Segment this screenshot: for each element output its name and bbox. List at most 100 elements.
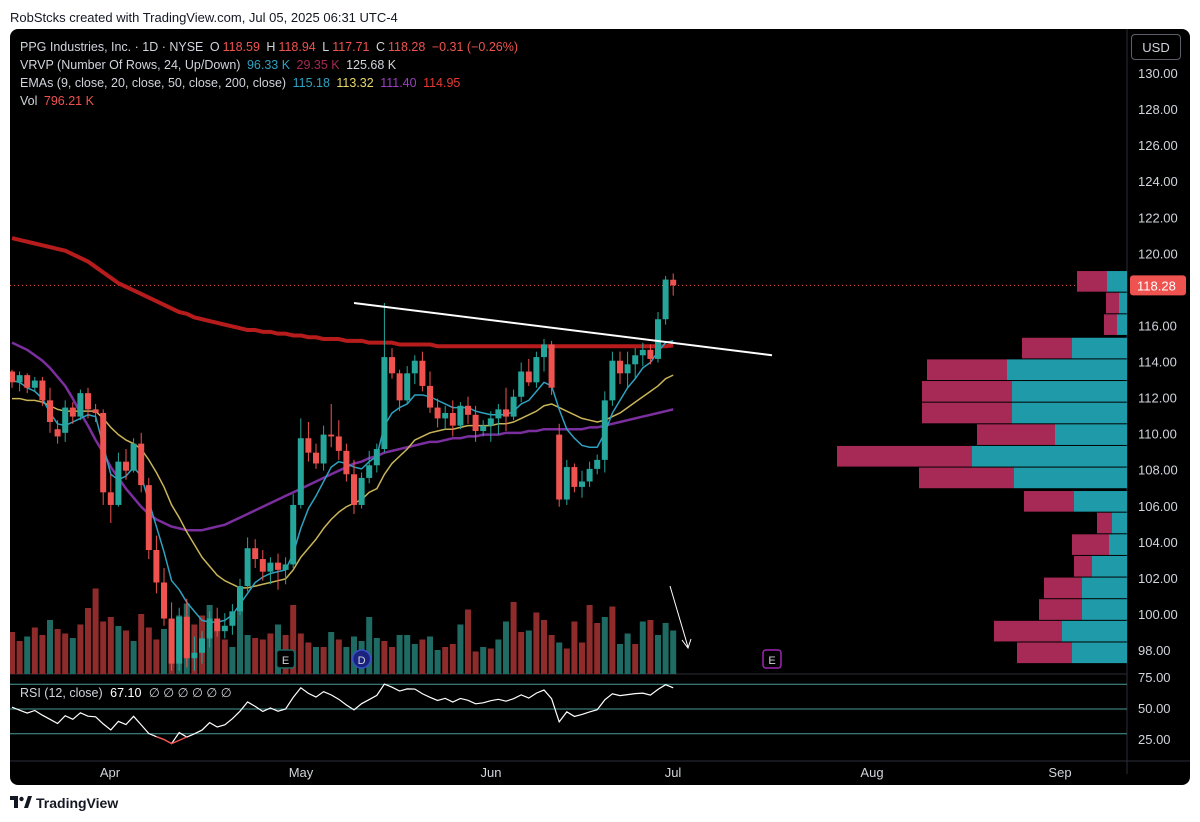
volume-bar — [617, 644, 623, 674]
vrvp-down-bar — [1039, 599, 1082, 620]
volume-bar — [381, 641, 388, 674]
volume-bar — [571, 621, 578, 674]
candle-body — [297, 438, 304, 505]
volume-bar — [39, 635, 46, 674]
volume-bar — [31, 627, 38, 674]
earnings-marker — [762, 649, 782, 669]
ohlc-high: H 118.94 — [266, 40, 316, 54]
candle-body — [206, 618, 213, 639]
candle-body — [168, 618, 175, 664]
candle-body — [282, 564, 289, 570]
last-price-label: 118.28 — [1137, 278, 1176, 293]
volume-bar — [77, 624, 84, 674]
time-tick-label: Sep — [1048, 765, 1071, 780]
volume-bar — [503, 621, 509, 674]
time-tick-label: Apr — [100, 765, 121, 780]
candle-body — [153, 550, 160, 583]
candle-body — [351, 474, 357, 505]
candle-body — [647, 349, 654, 359]
rsi-legend: RSI (12, close) 67.10 ∅ ∅ ∅ ∅ ∅ ∅ — [20, 685, 232, 700]
candle-body — [191, 652, 198, 659]
volume-bar — [609, 606, 616, 674]
candle-body — [465, 405, 471, 415]
candle-body — [480, 425, 487, 432]
time-tick-label: May — [289, 765, 314, 780]
candle-body — [290, 504, 297, 565]
candle-body — [556, 434, 563, 500]
currency-button[interactable]: USD — [1131, 34, 1181, 60]
candle-body — [24, 375, 31, 388]
ohlc-low: L 117.71 — [322, 40, 370, 54]
price-tick-label: 110.00 — [1138, 427, 1177, 442]
volume-bar — [662, 623, 669, 674]
volume-bar — [343, 647, 350, 674]
candle-body — [518, 371, 525, 397]
volume-bar — [107, 617, 114, 674]
volume-bar — [449, 644, 456, 674]
price-tick-label: 128.00 — [1138, 102, 1178, 117]
volume-bar — [290, 605, 297, 674]
candle-body — [487, 418, 494, 426]
ohlc-open: O 118.59 — [209, 40, 260, 54]
volume-bar — [411, 644, 418, 674]
candle-body — [373, 449, 380, 466]
volume-bar — [419, 639, 426, 674]
price-tick-label: 98.00 — [1138, 643, 1171, 658]
price-tick-label: 130.00 — [1138, 66, 1178, 81]
candle-body — [609, 360, 616, 401]
candle-body — [632, 355, 639, 365]
volume-bar — [16, 641, 23, 674]
volume-bar — [69, 638, 76, 674]
candle-body — [145, 485, 152, 551]
symbol-label[interactable]: PPG Industries, Inc. · 1D · NYSE — [20, 40, 204, 54]
rsi-placeholders: ∅ ∅ ∅ ∅ ∅ ∅ — [148, 686, 232, 700]
price-tick-label: 126.00 — [1138, 138, 1178, 153]
candle-body — [130, 443, 137, 471]
price-tick-label: 108.00 — [1138, 463, 1178, 478]
volume-bar — [639, 621, 646, 674]
event-marker-label: E — [768, 655, 775, 667]
vrvp-up-bar — [1012, 381, 1127, 402]
volume-bar — [229, 647, 236, 674]
vrvp-down-bar — [1106, 292, 1119, 314]
volume-bar — [495, 639, 502, 674]
volume-bar — [130, 641, 137, 674]
volume-bar — [442, 647, 449, 674]
candle-body — [221, 625, 228, 632]
vrvp-up-bar — [1082, 599, 1127, 620]
ema200-line — [11, 236, 674, 349]
ema20-line — [12, 374, 674, 589]
vrvp-up-bar — [1082, 577, 1127, 599]
candle-body — [161, 582, 167, 619]
vrvp-up-bar — [1072, 642, 1127, 664]
candle-body — [123, 461, 129, 471]
rsi-tick-label: 50.00 — [1138, 701, 1171, 716]
candle-body — [670, 279, 677, 286]
vrvp-down-bar — [1017, 642, 1072, 664]
volume-bar — [579, 642, 585, 674]
volume-bar — [594, 623, 601, 674]
vrvp-down-bar — [1044, 577, 1082, 599]
vrvp-up-bar — [972, 445, 1127, 467]
volume-bar — [237, 605, 243, 674]
volume-bar — [100, 621, 107, 674]
ema-label[interactable]: EMAs (9, close, 20, close, 50, close, 20… — [20, 76, 287, 90]
ema50-line — [11, 341, 674, 532]
volume-label[interactable]: Vol — [20, 94, 38, 108]
volume-bar — [396, 635, 403, 674]
volume-bar — [62, 633, 69, 674]
candle-body — [586, 468, 593, 482]
vrvp-down-bar — [1077, 271, 1107, 292]
candle-body — [244, 548, 251, 587]
vrvp-up-bar — [1055, 424, 1127, 445]
volume-bar — [85, 608, 91, 674]
rsi-label[interactable]: RSI (12, close) — [20, 686, 103, 700]
arrow-head — [681, 638, 692, 650]
price-tick-label: 114.00 — [1138, 355, 1177, 370]
volume-bar — [472, 651, 479, 674]
candle-body — [571, 467, 578, 487]
volume-bar — [54, 629, 61, 674]
price-chart[interactable]: 130.00 128.00 126.00 124.00 122.00 120.00 118.… — [10, 29, 1190, 785]
tradingview-logo[interactable]: TradingView — [10, 795, 118, 811]
vrvp-label[interactable]: VRVP (Number Of Rows, 24, Up/Down) — [20, 58, 241, 72]
